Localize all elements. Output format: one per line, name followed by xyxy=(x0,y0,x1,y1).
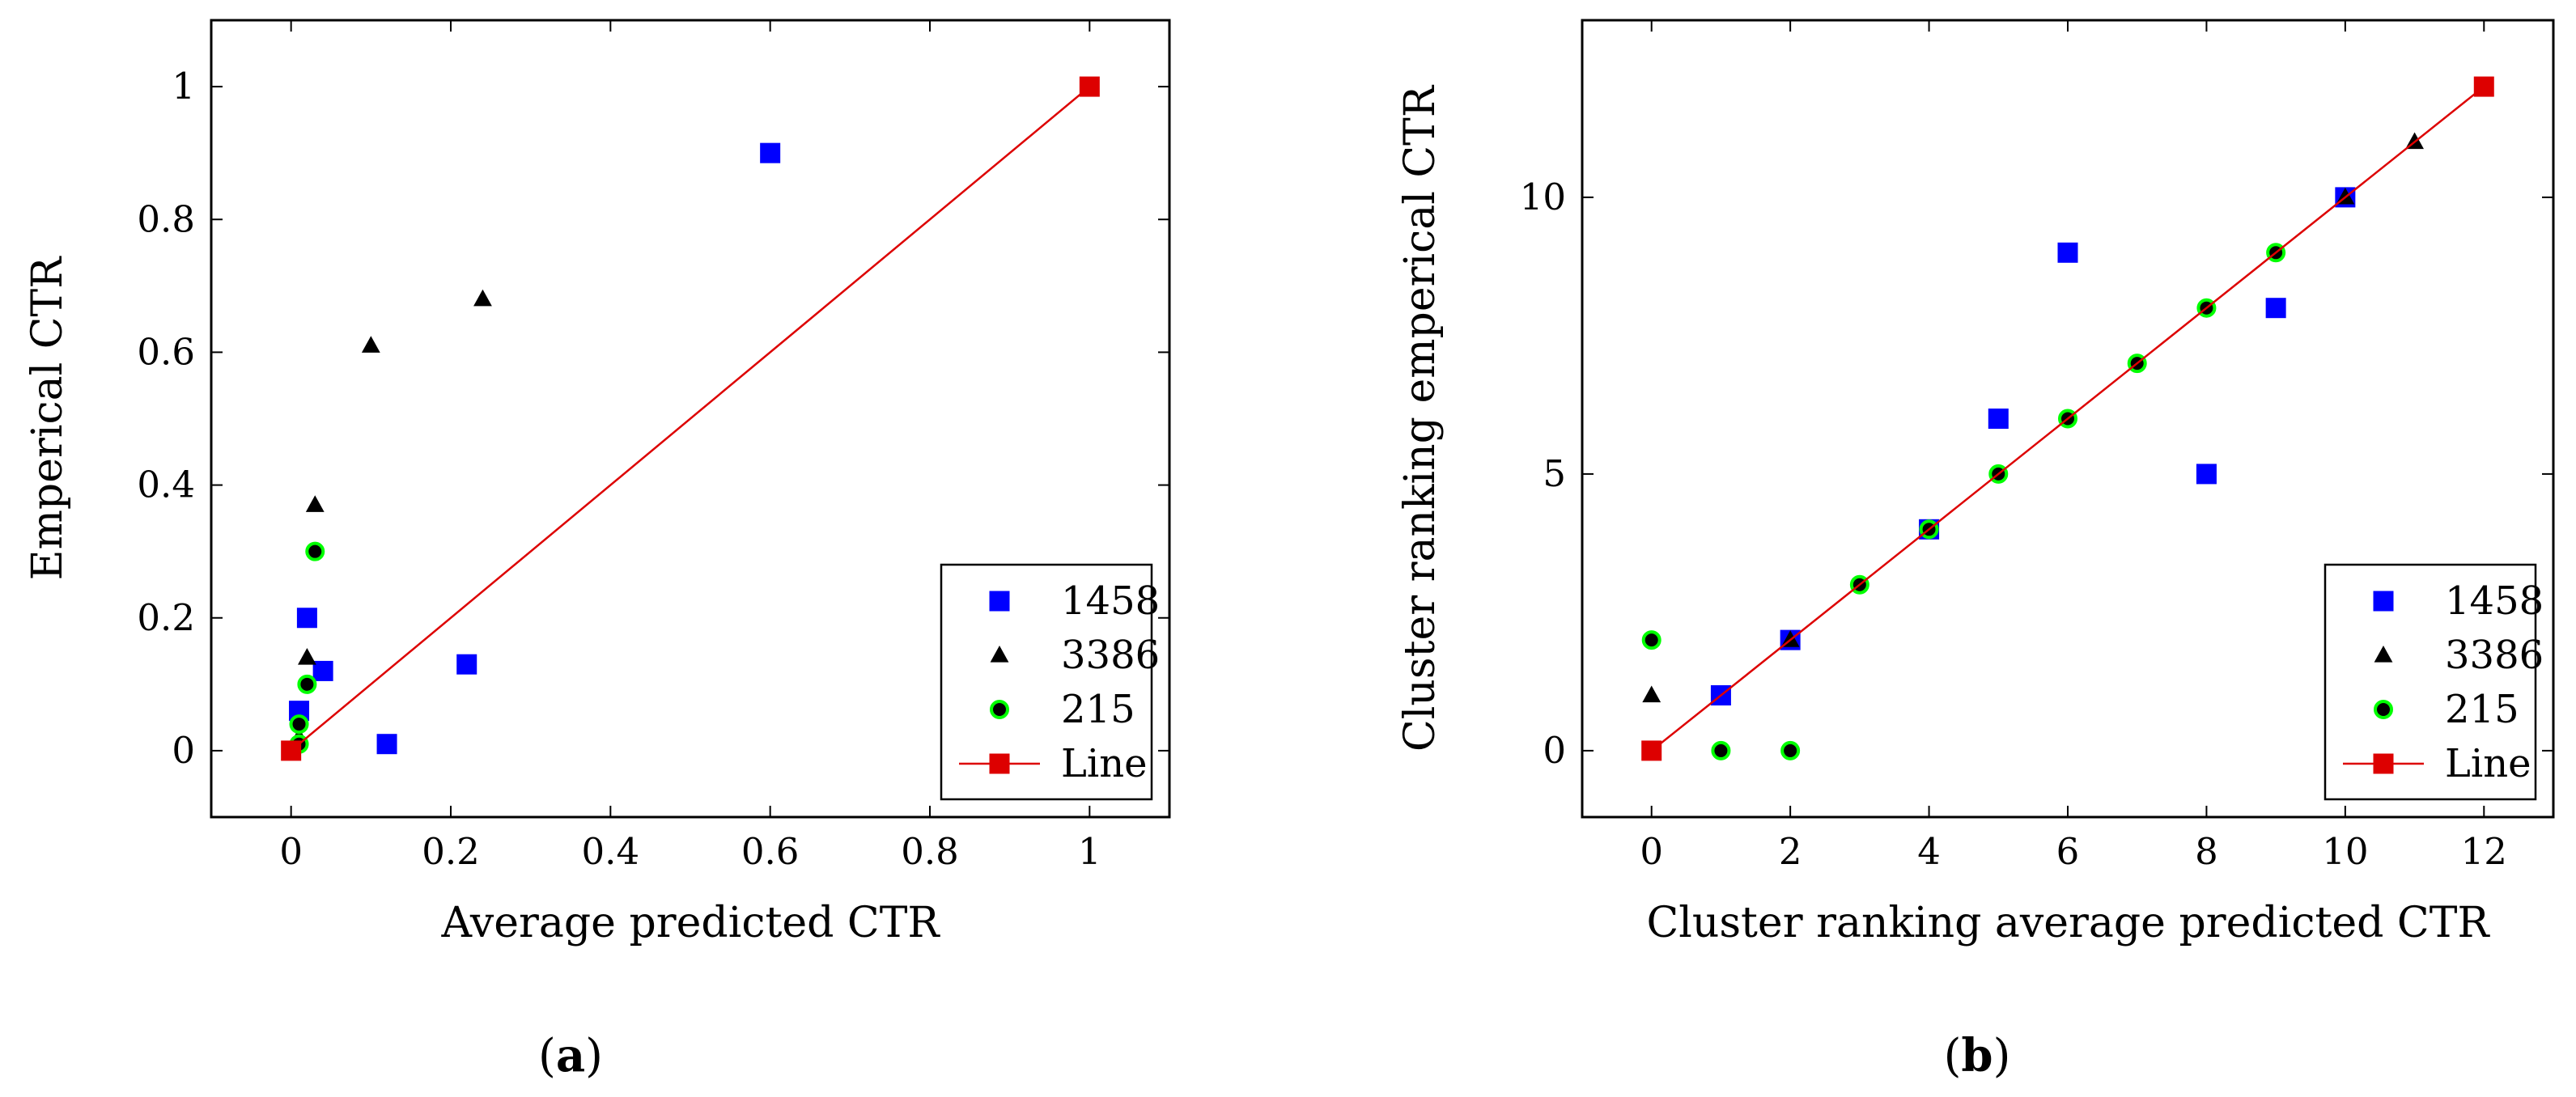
data-point xyxy=(1641,630,1661,650)
plot-frame xyxy=(210,19,1171,819)
legend-label: 1458 xyxy=(1061,578,1160,624)
series-Line xyxy=(1641,76,2494,761)
x-tick-label: 1 xyxy=(1078,830,1101,873)
data-point xyxy=(1780,740,1801,760)
data-point xyxy=(305,541,325,561)
x-tick-label: 0.4 xyxy=(582,830,640,873)
legend: 1458 3386 215 Line xyxy=(2323,563,2544,801)
legend-label: 1458 xyxy=(2445,578,2544,624)
panel-b: 0 2 4 6 8 10 12 0 5 10 Cluster ranking average pre… xyxy=(1396,19,2555,1082)
data-point xyxy=(760,142,781,163)
data-point xyxy=(312,660,333,681)
data-point xyxy=(2057,242,2078,263)
series-Line xyxy=(281,76,1100,761)
panel-label-group: (b) xyxy=(1944,1029,2011,1082)
legend-label: 215 xyxy=(2445,687,2519,732)
data-point xyxy=(1988,409,2009,429)
panel-label-group: (a) xyxy=(538,1029,603,1082)
legend-marker xyxy=(2374,646,2393,663)
data-point xyxy=(456,654,477,675)
legend: 1458 3386 215 Line xyxy=(940,563,1160,801)
series-line xyxy=(290,86,1091,752)
data-point xyxy=(305,495,325,512)
x-tick-label: 4 xyxy=(1917,830,1941,873)
legend-marker xyxy=(2373,591,2394,612)
y-tick-label: 1 xyxy=(172,65,195,108)
x-axis-label: Average predicted CTR xyxy=(440,899,940,947)
x-tick-label: 6 xyxy=(2056,830,2080,873)
data-point xyxy=(296,608,317,629)
data-point xyxy=(2196,464,2217,485)
legend-marker xyxy=(989,591,1010,612)
legend-marker xyxy=(2373,753,2394,774)
panel-label: b xyxy=(1961,1029,1992,1082)
panel-label: a xyxy=(556,1029,585,1082)
x-tick-label: 12 xyxy=(2461,830,2507,873)
legend-label: Line xyxy=(2445,741,2531,786)
data-point xyxy=(2265,298,2286,319)
series-1458 xyxy=(289,142,781,755)
panel-label-open-paren: ( xyxy=(1944,1030,1962,1082)
legend-label: 3386 xyxy=(1061,633,1160,678)
data-point xyxy=(1641,740,1662,761)
legend-box xyxy=(940,563,1153,801)
legend-marker xyxy=(989,753,1010,774)
data-point xyxy=(361,336,380,353)
y-tick-label: 0.6 xyxy=(137,330,195,373)
y-tick-label: 0 xyxy=(1543,729,1566,772)
data-point xyxy=(297,674,317,694)
data-point xyxy=(376,734,397,755)
data-point xyxy=(281,740,302,761)
x-tick-label: 0.6 xyxy=(741,830,800,873)
data-point xyxy=(298,648,316,665)
series-3386 xyxy=(1642,132,2424,703)
panel-a: 0 0.2 0.4 0.6 0.8 1 0 0.2 0.4 0.6 0.8 1 Average pred… xyxy=(23,19,1171,1082)
series-line xyxy=(1650,86,2485,752)
x-tick-label: 0 xyxy=(279,830,303,873)
x-axis-label: Cluster ranking average predicted CTR xyxy=(1646,899,2490,947)
data-point xyxy=(289,714,309,735)
y-tick-label: 5 xyxy=(1543,452,1566,495)
y-tick-label: 0 xyxy=(172,729,195,772)
legend-marker xyxy=(990,700,1009,719)
panel-label-close-paren: ) xyxy=(585,1030,603,1082)
x-tick-label: 0 xyxy=(1640,830,1663,873)
data-point xyxy=(2473,76,2494,97)
panel-label-close-paren: ) xyxy=(1993,1030,2011,1082)
legend-label: 3386 xyxy=(2445,633,2544,678)
data-point xyxy=(1079,76,1100,97)
series-215 xyxy=(289,541,325,754)
data-point xyxy=(1711,740,1731,760)
legend-label: Line xyxy=(1061,741,1148,786)
data-point xyxy=(1642,685,1661,703)
y-tick-label: 10 xyxy=(1520,176,1566,218)
x-tick-label: 8 xyxy=(2195,830,2218,873)
y-tick-label: 0.8 xyxy=(137,197,195,240)
legend-marker xyxy=(2374,700,2393,719)
legend-box xyxy=(2323,563,2537,801)
y-axis-label: Emperical CTR xyxy=(23,256,72,581)
legend-label: 215 xyxy=(1061,687,1135,732)
data-point xyxy=(473,289,492,307)
x-tick-label: 10 xyxy=(2322,830,2368,873)
x-tick-label: 0.2 xyxy=(422,830,480,873)
y-tick-label: 0.2 xyxy=(137,596,195,639)
x-tick-label: 0.8 xyxy=(901,830,959,873)
x-tick-label: 2 xyxy=(1779,830,1802,873)
y-tick-label: 0.4 xyxy=(137,464,195,506)
y-axis-label: Cluster ranking emperical CTR xyxy=(1396,84,1445,752)
legend-marker xyxy=(990,646,1009,663)
panel-label-open-paren: ( xyxy=(538,1030,556,1082)
